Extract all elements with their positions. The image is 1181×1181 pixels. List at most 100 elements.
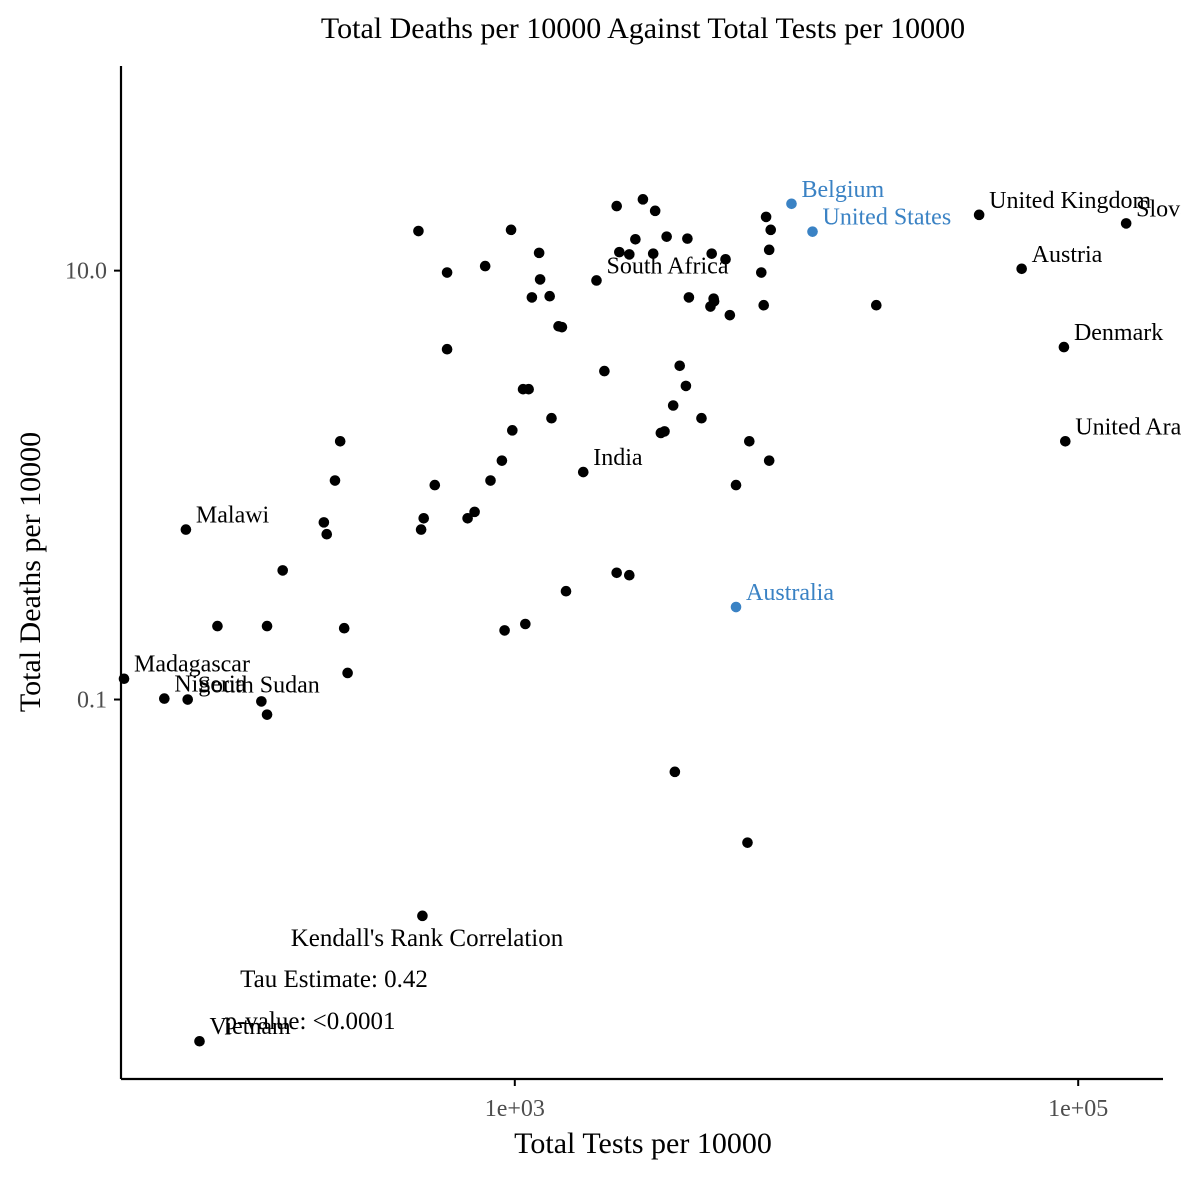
data-point	[637, 194, 649, 205]
data-point	[212, 620, 223, 632]
data-point	[807, 226, 818, 237]
data-point	[499, 625, 510, 636]
data-point	[462, 512, 473, 524]
data-point	[624, 249, 635, 260]
annotation-title: Kendall's Rank Correlation	[291, 925, 564, 952]
data-point	[546, 412, 557, 424]
data-point	[649, 205, 661, 217]
data-point	[786, 198, 797, 210]
data-point	[342, 667, 353, 679]
data-point	[261, 709, 273, 720]
data-point	[329, 475, 341, 486]
point-label: Slovakia	[1136, 196, 1181, 222]
data-point	[760, 211, 772, 223]
x-axis-label: Total Tests per 10000	[514, 1127, 772, 1160]
data-point	[469, 506, 480, 518]
data-point	[560, 585, 572, 597]
x-tick-label: 1e+05	[1048, 1096, 1108, 1122]
data-point	[706, 248, 717, 259]
data-point	[194, 1035, 205, 1047]
data-point	[277, 565, 289, 576]
data-point	[159, 693, 170, 704]
data-point	[599, 365, 610, 377]
data-point	[744, 436, 755, 447]
data-point	[261, 620, 273, 632]
point-label: Madagascar	[134, 652, 250, 678]
x-axis-ticks: 1e+03 1e+05	[485, 1079, 1108, 1122]
data-point	[724, 309, 736, 321]
data-point	[683, 292, 695, 303]
data-point	[441, 343, 453, 355]
data-point	[720, 253, 731, 265]
data-point	[577, 466, 589, 478]
data-point	[674, 360, 686, 372]
chart-title: Total Deaths per 10000 Against Total Tes…	[321, 12, 965, 45]
point-label: South Sudan	[198, 673, 320, 699]
data-point	[485, 475, 496, 486]
point-label: Austria	[1032, 242, 1103, 268]
annotation-pvalue: p-value: <0.0001	[224, 1008, 395, 1035]
data-point	[180, 524, 192, 535]
data-point	[973, 209, 985, 221]
point-label: Australia	[746, 580, 834, 606]
data-point	[730, 601, 742, 613]
data-point	[682, 233, 693, 244]
data-point	[667, 400, 679, 411]
data-point	[765, 224, 777, 236]
data-point	[614, 246, 625, 258]
data-point	[1120, 218, 1132, 229]
point-label: Vietnam	[210, 1014, 292, 1040]
data-point	[441, 267, 453, 278]
data-point	[505, 224, 517, 236]
data-point	[611, 200, 622, 212]
point-label: Denmark	[1074, 320, 1163, 346]
point-label: Malawi	[196, 503, 270, 529]
data-point	[479, 260, 491, 272]
data-point	[708, 295, 720, 307]
point-label: United Kingdom	[989, 188, 1151, 214]
data-point	[334, 436, 346, 447]
data-point	[756, 267, 767, 278]
data-point	[611, 567, 622, 579]
correlation-annotation: Kendall's Rank Correlation Tau Estimate:…	[224, 925, 563, 1035]
data-point	[534, 274, 546, 285]
data-point	[871, 299, 882, 311]
data-point	[1058, 341, 1070, 353]
point-label: Belgium	[802, 177, 885, 203]
data-point	[659, 426, 670, 437]
data-point	[523, 383, 534, 395]
data-point	[417, 910, 428, 922]
annotation-tau: Tau Estimate: 0.42	[240, 966, 428, 993]
data-point	[533, 247, 545, 259]
data-point	[1060, 436, 1071, 447]
data-point	[556, 321, 568, 333]
data-point	[429, 479, 441, 491]
data-point	[544, 290, 555, 302]
data-point	[520, 618, 531, 630]
data-point	[591, 275, 602, 286]
data-point	[624, 569, 635, 581]
data-point	[647, 248, 659, 259]
data-point	[338, 622, 350, 634]
data-point	[415, 524, 427, 535]
data-point	[526, 292, 538, 303]
data-point	[321, 528, 333, 540]
point-label: United States	[823, 205, 952, 231]
data-point	[1016, 263, 1027, 275]
data-point	[256, 696, 267, 707]
data-point	[763, 455, 775, 466]
data-point	[413, 225, 424, 237]
data-point	[496, 455, 508, 466]
data-point	[742, 837, 753, 848]
y-axis-label: Total Deaths per 10000	[14, 432, 47, 712]
y-tick-label: 10.0	[65, 259, 107, 285]
data-point	[507, 425, 518, 436]
data-point	[758, 299, 770, 311]
point-label: United Arab Emirates	[1075, 414, 1181, 440]
data-point	[418, 512, 430, 524]
data-point	[661, 231, 672, 242]
x-tick-label: 1e+03	[485, 1096, 545, 1122]
point-label: India	[593, 445, 643, 471]
